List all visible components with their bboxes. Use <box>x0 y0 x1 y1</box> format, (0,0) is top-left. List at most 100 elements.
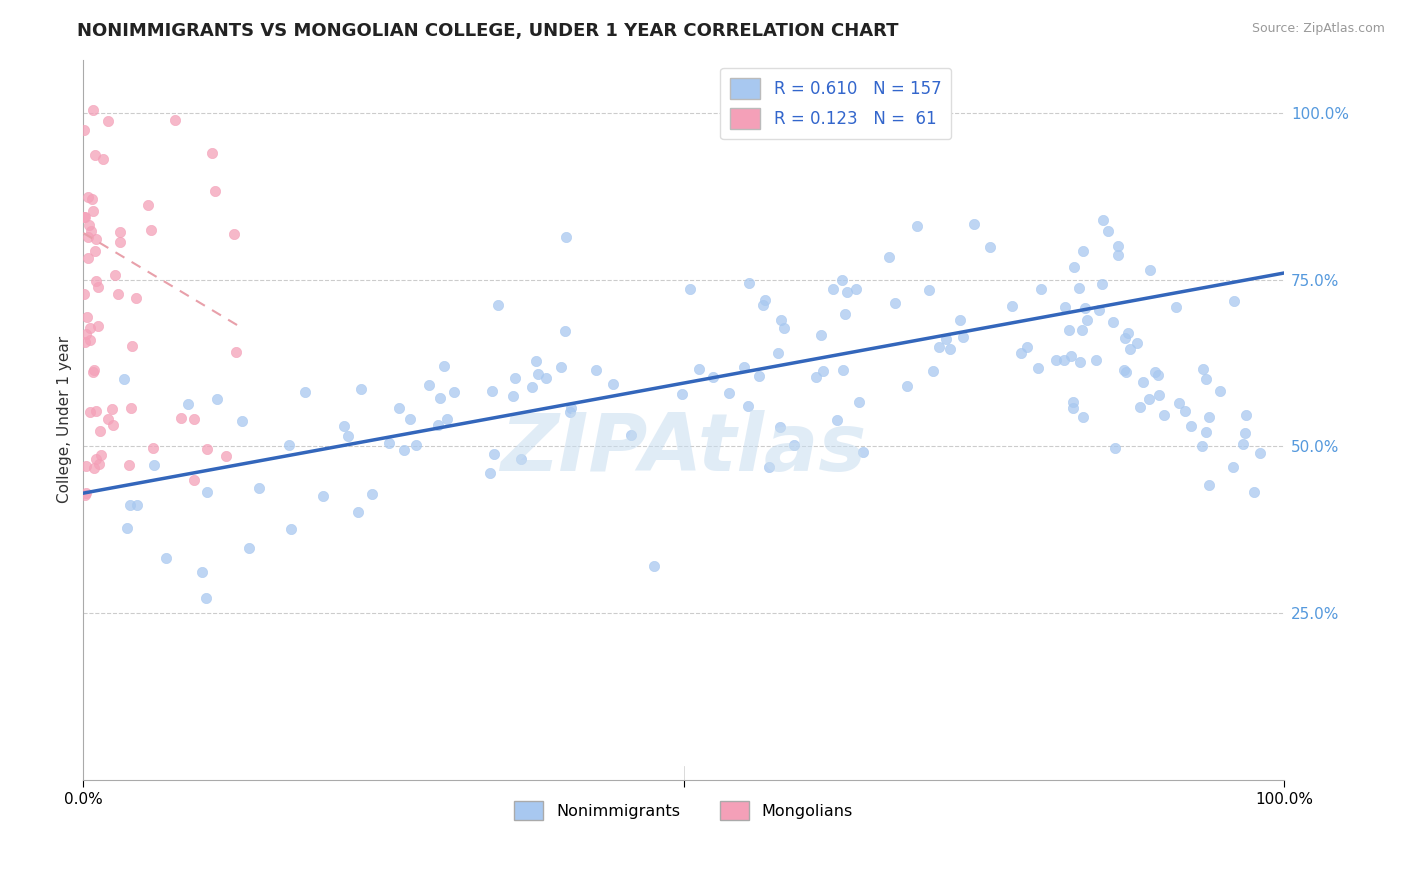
Point <box>1143 366 1166 380</box>
Point <box>1114 331 1136 345</box>
Point <box>77 252 100 266</box>
Point <box>1234 408 1257 422</box>
Point <box>896 379 918 393</box>
Point <box>75 459 97 474</box>
Point <box>526 353 548 368</box>
Point <box>482 447 505 461</box>
Point <box>80 192 103 206</box>
Point <box>77 218 100 232</box>
Point <box>962 217 984 231</box>
Point <box>679 282 702 296</box>
Point <box>831 273 853 287</box>
Point <box>879 250 901 264</box>
Point <box>1107 248 1129 262</box>
Point <box>101 418 124 433</box>
Point <box>922 364 945 378</box>
Point <box>848 394 870 409</box>
Point <box>1104 441 1126 455</box>
Point <box>333 418 356 433</box>
Point <box>97 412 120 426</box>
Point <box>84 232 107 246</box>
Point <box>170 411 193 425</box>
Point <box>884 296 907 310</box>
Point <box>481 384 503 399</box>
Point <box>952 330 974 344</box>
Point <box>82 103 104 117</box>
Point <box>91 152 114 166</box>
Point <box>534 371 557 385</box>
Point <box>83 461 105 475</box>
Point <box>336 429 359 443</box>
Point <box>671 387 693 401</box>
Point <box>86 404 108 418</box>
Point <box>1126 335 1149 350</box>
Point <box>1167 396 1189 410</box>
Point <box>1076 313 1098 327</box>
Point <box>1195 425 1218 440</box>
Point <box>979 240 1001 254</box>
Point <box>1067 281 1090 295</box>
Point <box>278 438 301 452</box>
Point <box>806 370 828 384</box>
Point <box>118 458 141 472</box>
Point <box>558 404 581 418</box>
Point <box>84 148 107 162</box>
Point <box>811 364 834 378</box>
Point <box>118 498 141 512</box>
Point <box>79 333 101 347</box>
Point <box>143 458 166 473</box>
Point <box>737 399 759 413</box>
Point <box>1070 322 1092 336</box>
Point <box>280 522 302 536</box>
Point <box>852 445 875 459</box>
Point <box>115 521 138 535</box>
Point <box>1062 401 1084 415</box>
Point <box>1195 372 1218 386</box>
Point <box>1139 262 1161 277</box>
Point <box>104 268 127 282</box>
Point <box>312 490 335 504</box>
Point <box>231 414 253 428</box>
Point <box>73 123 96 137</box>
Point <box>1243 484 1265 499</box>
Point <box>1132 376 1154 390</box>
Point <box>195 442 218 457</box>
Point <box>75 326 97 341</box>
Point <box>845 282 868 296</box>
Point <box>194 591 217 606</box>
Text: NONIMMIGRANTS VS MONGOLIAN COLLEGE, UNDER 1 YEAR CORRELATION CHART: NONIMMIGRANTS VS MONGOLIAN COLLEGE, UNDE… <box>77 22 898 40</box>
Point <box>718 386 741 401</box>
Point <box>83 363 105 377</box>
Point <box>1249 446 1271 460</box>
Point <box>1137 392 1160 406</box>
Point <box>294 385 316 400</box>
Point <box>112 372 135 386</box>
Point <box>377 436 399 450</box>
Point <box>73 286 96 301</box>
Point <box>837 285 859 299</box>
Point <box>550 359 572 374</box>
Point <box>1092 213 1115 227</box>
Point <box>823 281 845 295</box>
Point <box>526 367 548 381</box>
Point <box>752 298 775 312</box>
Point <box>86 274 108 288</box>
Point <box>201 145 224 160</box>
Point <box>935 332 957 346</box>
Point <box>832 363 855 377</box>
Point <box>1153 408 1175 422</box>
Point <box>205 392 228 407</box>
Point <box>177 397 200 411</box>
Point <box>509 451 531 466</box>
Point <box>1191 362 1213 376</box>
Point <box>361 486 384 500</box>
Point <box>443 385 465 400</box>
Point <box>87 280 110 294</box>
Point <box>1054 300 1077 314</box>
Point <box>142 441 165 455</box>
Point <box>1114 362 1136 376</box>
Point <box>834 307 856 321</box>
Point <box>688 362 710 376</box>
Point <box>347 505 370 519</box>
Point <box>1060 349 1083 363</box>
